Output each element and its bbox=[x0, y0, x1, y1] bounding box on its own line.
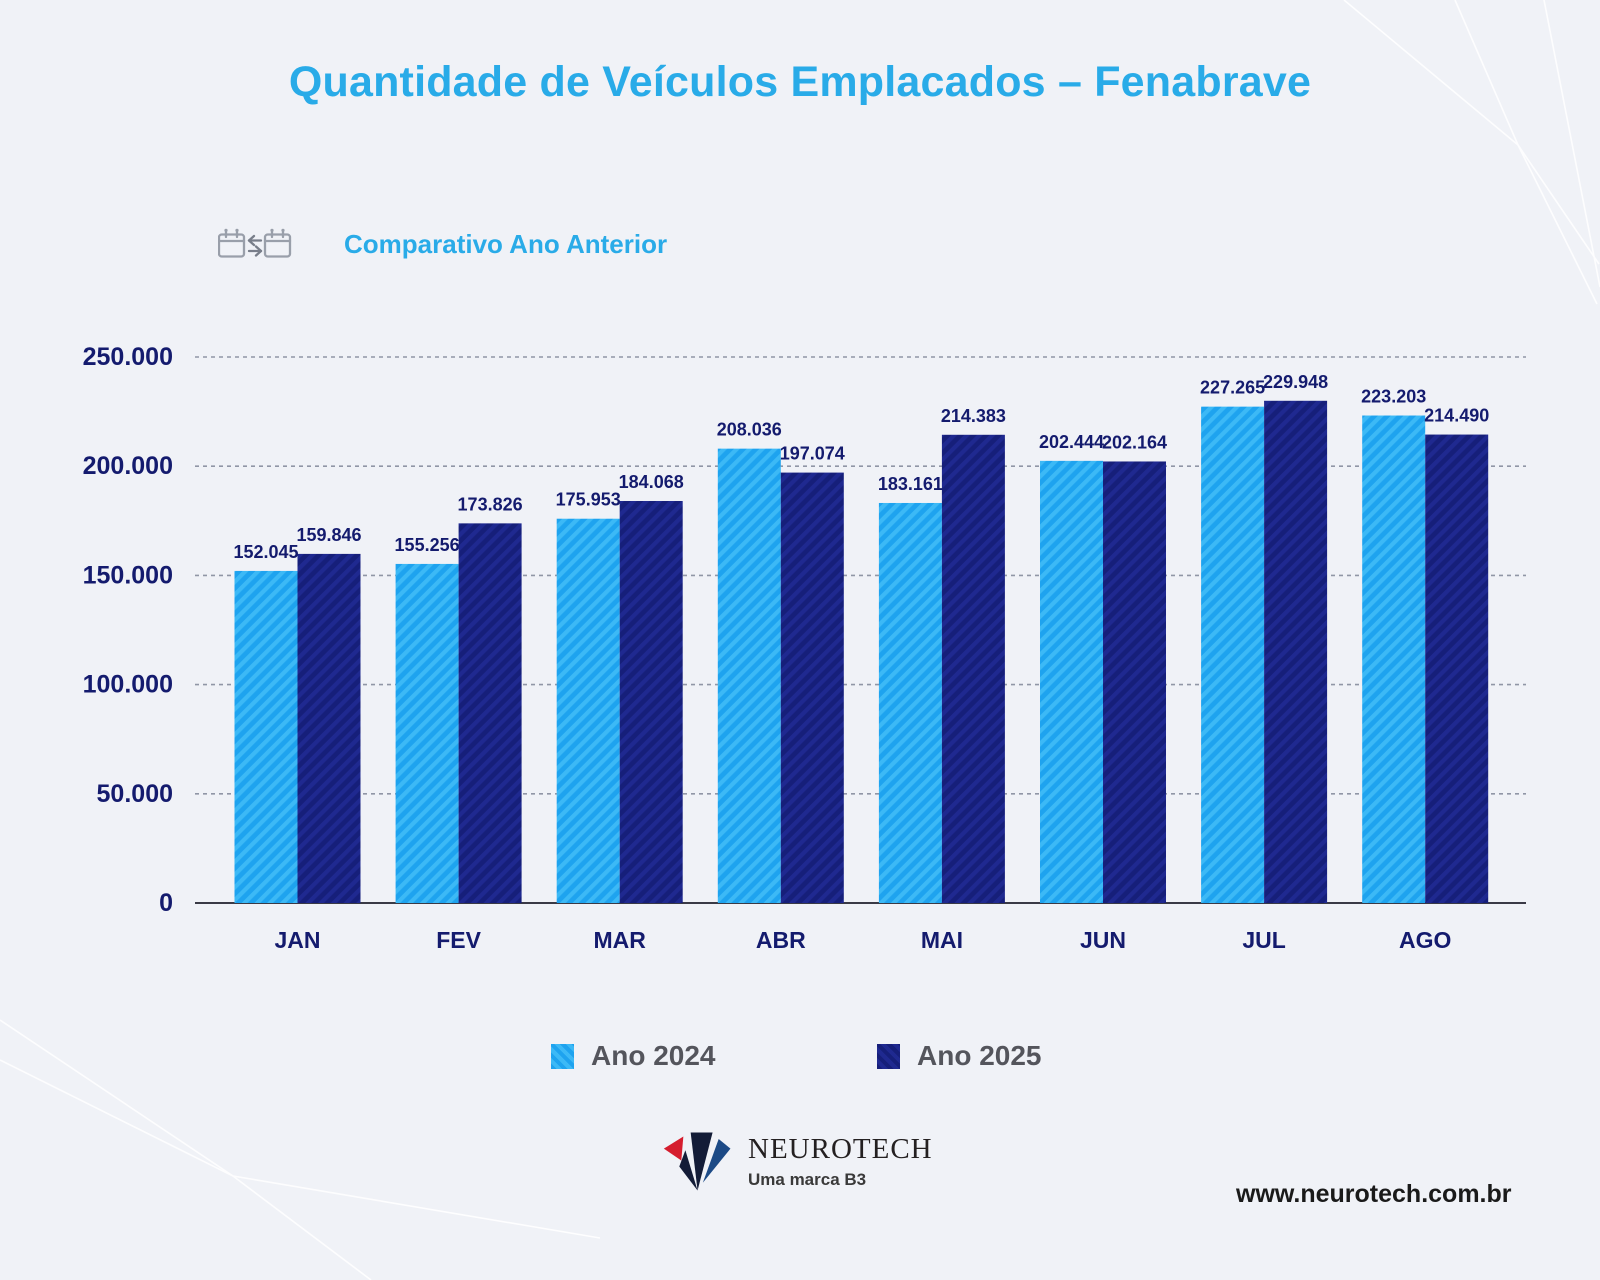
svg-text:MAI: MAI bbox=[921, 927, 963, 953]
svg-text:FEV: FEV bbox=[436, 927, 481, 953]
svg-text:MAR: MAR bbox=[594, 927, 647, 953]
svg-text:0: 0 bbox=[159, 889, 173, 917]
svg-text:197.074: 197.074 bbox=[780, 444, 845, 464]
svg-text:214.383: 214.383 bbox=[941, 406, 1006, 426]
svg-text:155.256: 155.256 bbox=[395, 535, 460, 555]
svg-text:250.000: 250.000 bbox=[83, 343, 173, 371]
svg-text:AGO: AGO bbox=[1399, 927, 1451, 953]
svg-text:JAN: JAN bbox=[274, 927, 320, 953]
svg-text:JUN: JUN bbox=[1080, 927, 1126, 953]
svg-text:175.953: 175.953 bbox=[556, 490, 621, 510]
svg-text:184.068: 184.068 bbox=[619, 472, 684, 492]
svg-text:ABR: ABR bbox=[756, 927, 806, 953]
svg-text:223.203: 223.203 bbox=[1361, 387, 1426, 407]
svg-text:200.000: 200.000 bbox=[83, 452, 173, 480]
svg-text:208.036: 208.036 bbox=[717, 420, 782, 440]
svg-text:183.161: 183.161 bbox=[878, 474, 943, 494]
svg-text:100.000: 100.000 bbox=[83, 671, 173, 699]
svg-text:229.948: 229.948 bbox=[1263, 372, 1328, 392]
svg-text:202.444: 202.444 bbox=[1039, 432, 1104, 452]
svg-text:150.000: 150.000 bbox=[83, 561, 173, 589]
svg-text:214.490: 214.490 bbox=[1424, 406, 1489, 426]
svg-text:50.000: 50.000 bbox=[97, 780, 173, 808]
svg-text:227.265: 227.265 bbox=[1200, 378, 1265, 398]
svg-text:152.045: 152.045 bbox=[233, 542, 298, 562]
svg-text:159.846: 159.846 bbox=[296, 525, 361, 545]
svg-text:202.164: 202.164 bbox=[1102, 432, 1167, 452]
svg-text:173.826: 173.826 bbox=[458, 494, 523, 514]
svg-text:JUL: JUL bbox=[1242, 927, 1285, 953]
